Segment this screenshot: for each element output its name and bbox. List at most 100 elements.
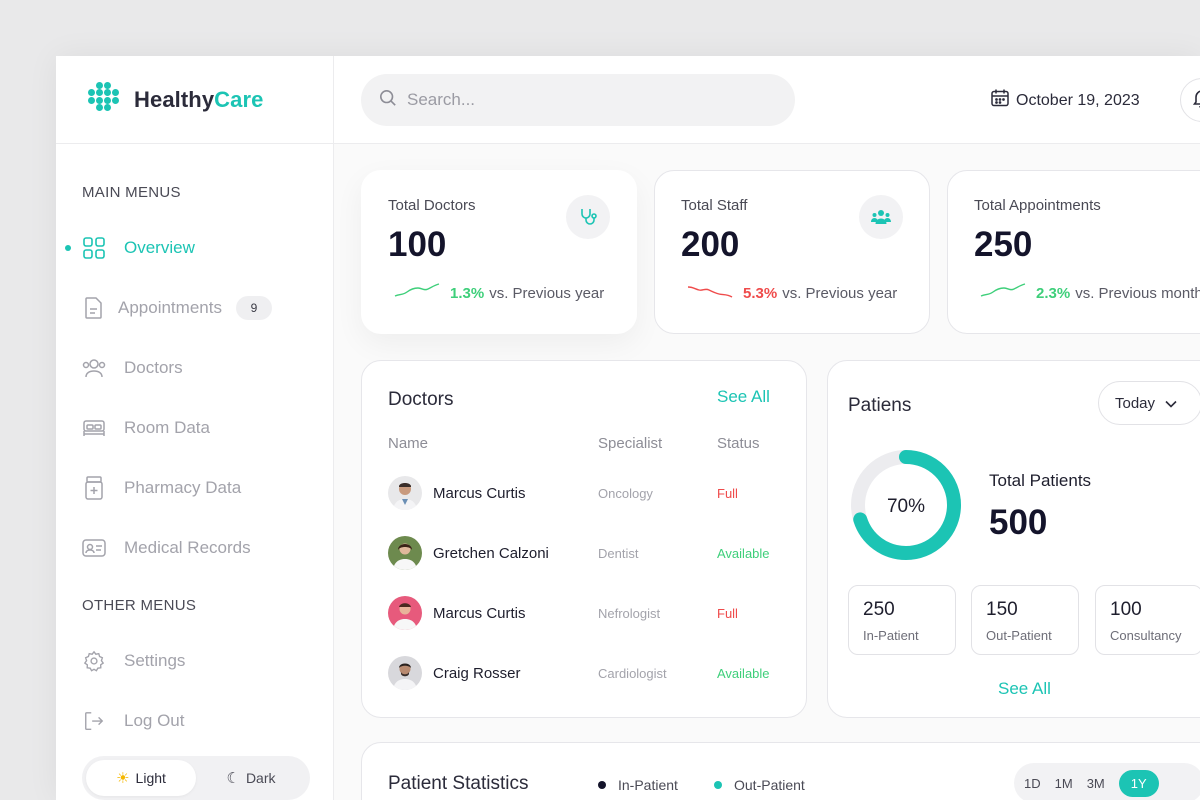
trend-up-sparkline [980,283,1026,303]
legend-out-patient: Out-Patient [714,777,805,793]
sidebar-item-doctors[interactable]: Doctors [82,353,183,383]
stat-label: Total Doctors [388,197,476,214]
range-option-1y[interactable]: 1Y [1118,769,1159,797]
team-icon [859,195,903,239]
status-badge: Full [717,486,738,501]
active-indicator [65,245,71,251]
logo-icon [82,79,124,120]
legend-label: In-Patient [618,777,678,793]
patients-see-all-link[interactable]: See All [998,679,1051,698]
appointments-count-badge: 9 [235,296,272,320]
legend-in-patient: In-Patient [598,777,678,793]
legend-dot-out-patient [714,781,722,789]
sidebar-item-label: Doctors [124,358,183,377]
other-menus-title: OTHER MENUS [82,597,197,614]
consultancy-label: Consultancy [1110,628,1182,643]
range-option-1d[interactable]: 1D [1024,775,1041,791]
out-patient-label: Out-Patient [986,628,1052,643]
total-patients-label: Total Patients [989,471,1092,490]
theme-dark-option[interactable]: ☾ Dark [196,760,306,796]
table-row[interactable]: Marcus Curtis Oncology Full [388,473,788,513]
status-badge: Full [717,606,738,621]
main-menus-title: MAIN MENUS [82,184,181,201]
out-patient-value: 150 [986,599,1018,620]
trend-down-sparkline [687,283,733,303]
avatar [388,536,422,570]
stat-trend-percent: 5.3% [743,284,778,302]
stat-trend-suffix: vs. Previous month [1075,284,1200,302]
doctor-name: Marcus Curtis [433,605,526,622]
table-row[interactable]: Craig Rosser Cardiologist Available [388,653,788,693]
doctor-specialist: Nefrologist [598,606,661,621]
stat-label: Total Staff [681,197,748,214]
patients-title: Patiens [848,395,912,416]
stat-card-total-appointments: Total Appointments 250 2.3% vs. Previous… [947,170,1200,334]
doctor-name: Marcus Curtis [433,485,526,502]
sidebar-item-label: Medical Records [124,538,251,557]
sidebar-item-label: Settings [124,651,186,670]
dashboard-app: HealthyCare MAIN MENUS Overview Appointm… [56,56,1200,800]
sidebar-item-overview[interactable]: Overview [82,233,195,263]
table-row[interactable]: Gretchen Calzoni Dentist Available [388,533,788,573]
grid-icon [82,236,106,260]
stat-value: 250 [974,225,1033,264]
column-header-status: Status [717,435,760,452]
table-row[interactable]: Marcus Curtis Nefrologist Full [388,593,788,633]
stat-trend-suffix: vs. Previous year [489,284,605,302]
date-text: October 19, 2023 [1016,91,1140,109]
sidebar-item-appointments[interactable]: Appointments 9 [82,293,272,323]
doctor-name: Craig Rosser [433,665,521,682]
search-input[interactable] [407,90,767,110]
brand-name-part1: Healthy [134,86,215,112]
stat-trend: 1.3% vs. Previous year [394,283,604,303]
in-patient-label: In-Patient [863,628,919,643]
avatar [388,656,422,690]
status-badge: Available [717,666,770,681]
doctors-see-all-link[interactable]: See All [717,387,770,406]
doctor-specialist: Dentist [598,546,639,561]
document-icon [82,296,106,320]
in-patient-box: 250 In-Patient [848,585,956,655]
stat-trend: 2.3% vs. Previous month [980,283,1200,303]
users-icon [82,356,106,380]
theme-dark-label: Dark [245,770,276,786]
total-patients-value: 500 [989,503,1048,542]
avatar [388,596,422,630]
notification-button[interactable] [1180,78,1200,122]
sidebar-item-room-data[interactable]: Room Data [82,413,210,443]
theme-light-label: Light [135,770,166,786]
sidebar-item-medical-records[interactable]: Medical Records [82,533,251,563]
search-bar[interactable] [361,74,795,126]
trend-up-sparkline [394,283,440,303]
theme-toggle: ☀ Light ☾ Dark [82,756,310,800]
calendar-icon [990,88,1010,113]
doctor-specialist: Cardiologist [598,666,667,681]
sidebar-item-settings[interactable]: Settings [82,646,185,676]
in-patient-value: 250 [863,599,895,620]
range-selector: 1D 1M 3M 1Y [1014,763,1200,800]
brand-name-part2: Care [214,86,264,112]
stat-trend: 5.3% vs. Previous year [687,283,897,303]
pill-bottle-icon [82,476,106,500]
sidebar-item-label: Appointments [118,298,222,317]
column-header-specialist: Specialist [598,435,663,452]
date-display[interactable]: October 19, 2023 [990,88,1140,113]
column-header-name: Name [388,435,429,452]
brand[interactable]: HealthyCare [56,56,333,144]
status-badge: Available [717,546,770,561]
stat-value: 200 [681,225,740,264]
stat-value: 100 [388,225,447,264]
patient-statistics-title: Patient Statistics [388,773,529,794]
sidebar-item-label: Room Data [124,418,210,437]
theme-light-option[interactable]: ☀ Light [86,760,196,796]
doctor-name: Gretchen Calzoni [433,545,549,562]
sidebar-item-logout[interactable]: Log Out [82,706,185,736]
stat-trend-percent: 2.3% [1036,284,1071,302]
stat-trend-percent: 1.3% [450,284,485,302]
logout-icon [82,709,106,733]
range-option-1m[interactable]: 1M [1054,775,1073,791]
range-option-3m[interactable]: 3M [1086,775,1105,791]
period-select[interactable]: Today [1098,381,1200,425]
sidebar-item-label: Log Out [124,711,185,730]
sidebar-item-pharmacy-data[interactable]: Pharmacy Data [82,473,241,503]
